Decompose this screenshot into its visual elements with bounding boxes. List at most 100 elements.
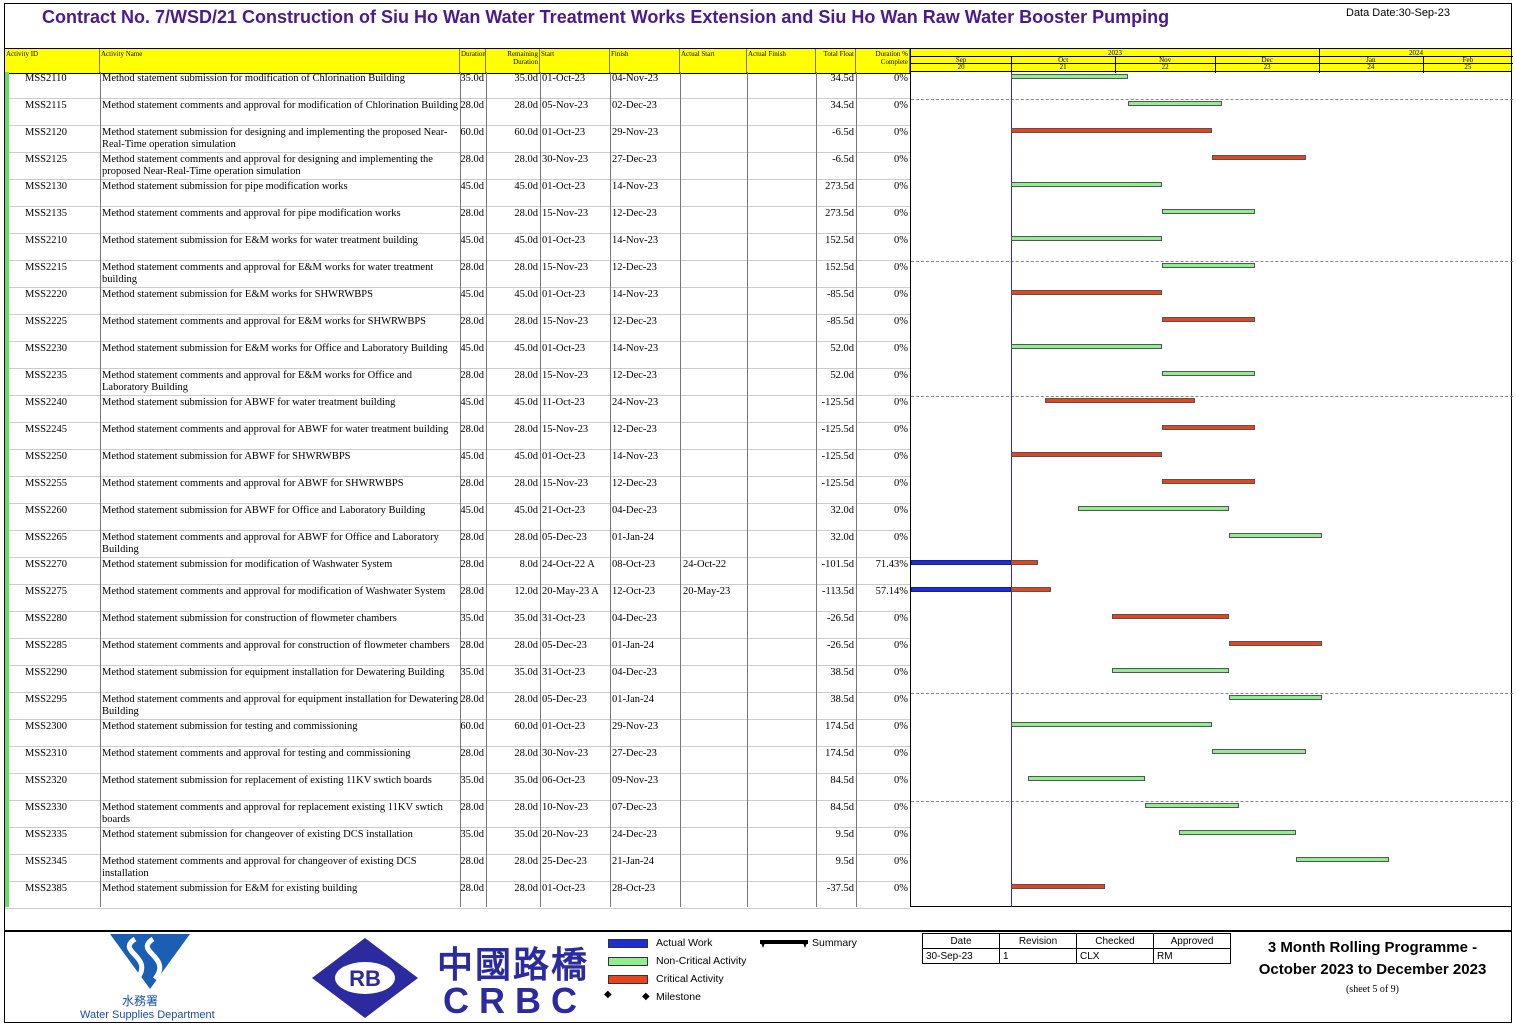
- non-critical-activity-bar[interactable]: [1111, 668, 1229, 673]
- non-critical-activity-bar[interactable]: [1161, 263, 1256, 268]
- non-critical-activity-bar[interactable]: [1178, 830, 1296, 835]
- critical-activity-bar[interactable]: [1011, 128, 1212, 133]
- cell-id: MSS2290: [25, 667, 68, 678]
- table-row[interactable]: MSS2295 Method statement comments and app…: [5, 693, 910, 720]
- table-row[interactable]: MSS2385 Method statement submission for E…: [5, 882, 910, 909]
- table-row[interactable]: MSS2310 Method statement comments and app…: [5, 747, 910, 774]
- critical-activity-bar[interactable]: [1044, 398, 1196, 403]
- non-critical-activity-bar[interactable]: [1078, 506, 1229, 511]
- cell-id: MSS2345: [25, 856, 68, 867]
- cell-pct: 0%: [894, 667, 908, 678]
- table-row[interactable]: MSS2330 Method statement comments and app…: [5, 801, 910, 828]
- critical-activity-bar[interactable]: [1011, 290, 1162, 295]
- table-row[interactable]: MSS2215 Method statement comments and app…: [5, 261, 910, 288]
- cell-afinish: [747, 315, 816, 342]
- table-row[interactable]: MSS2125 Method statement comments and app…: [5, 153, 910, 180]
- cell-astart: [680, 504, 747, 531]
- cell-rem: 45.0d: [514, 181, 538, 192]
- table-row[interactable]: MSS2300 Method statement submission for t…: [5, 720, 910, 747]
- non-critical-activity-bar[interactable]: [1212, 749, 1306, 754]
- critical-activity-bar[interactable]: [1011, 452, 1162, 457]
- actual-work-bar[interactable]: [911, 560, 1011, 565]
- cell-finish: 04-Dec-23: [612, 667, 657, 678]
- group-separator: [911, 801, 1513, 802]
- critical-activity-bar[interactable]: [1161, 425, 1256, 430]
- critical-activity-bar[interactable]: [1011, 884, 1105, 889]
- critical-activity-bar[interactable]: [1011, 587, 1052, 592]
- table-row[interactable]: MSS2235 Method statement comments and app…: [5, 369, 910, 396]
- table-row[interactable]: MSS2275 Method statement comments and app…: [5, 585, 910, 612]
- table-row[interactable]: MSS2220 Method statement submission for E…: [5, 288, 910, 315]
- cell-pct: 0%: [894, 883, 908, 894]
- critical-activity-bar[interactable]: [1212, 155, 1306, 160]
- table-row[interactable]: MSS2320 Method statement submission for r…: [5, 774, 910, 801]
- cell-dur: 28.0d: [460, 478, 484, 489]
- cell-astart: [680, 396, 747, 423]
- cell-afinish: [747, 801, 816, 828]
- table-row[interactable]: MSS2260 Method statement submission for A…: [5, 504, 910, 531]
- cell-start: 10-Nov-23: [542, 802, 589, 813]
- table-row[interactable]: MSS2290 Method statement submission for e…: [5, 666, 910, 693]
- non-critical-activity-bar[interactable]: [1011, 236, 1162, 241]
- cell-id: MSS2255: [25, 478, 68, 489]
- cell-id: MSS2120: [25, 127, 68, 138]
- table-row[interactable]: MSS2120 Method statement submission for d…: [5, 126, 910, 153]
- cell-name: Method statement comments and approval f…: [102, 802, 443, 825]
- non-critical-activity-bar[interactable]: [1228, 533, 1323, 538]
- cell-rem: 45.0d: [514, 397, 538, 408]
- non-critical-activity-bar[interactable]: [1161, 371, 1256, 376]
- revision-value-row: 30-Sep-23 1 CLX RM: [922, 948, 1231, 964]
- table-row[interactable]: MSS2255 Method statement comments and app…: [5, 477, 910, 504]
- table-row[interactable]: MSS2345 Method statement comments and app…: [5, 855, 910, 882]
- table-row[interactable]: MSS2225 Method statement comments and app…: [5, 315, 910, 342]
- table-row[interactable]: MSS2285 Method statement comments and app…: [5, 639, 910, 666]
- cell-finish: 12-Dec-23: [612, 478, 657, 489]
- non-critical-activity-bar[interactable]: [1161, 209, 1256, 214]
- cell-start: 05-Dec-23: [542, 694, 587, 705]
- gantt-chart: [910, 72, 1513, 907]
- non-critical-activity-bar[interactable]: [1228, 695, 1323, 700]
- table-row[interactable]: MSS2130 Method statement submission for p…: [5, 180, 910, 207]
- non-critical-activity-bar[interactable]: [1011, 722, 1212, 727]
- critical-activity-bar[interactable]: [1161, 479, 1256, 484]
- cell-afinish: [747, 720, 816, 747]
- table-row[interactable]: MSS2135 Method statement comments and app…: [5, 207, 910, 234]
- actual-work-bar[interactable]: [911, 587, 1011, 592]
- cell-id: MSS2250: [25, 451, 68, 462]
- table-row[interactable]: MSS2115 Method statement comments and app…: [5, 99, 910, 126]
- non-critical-activity-bar[interactable]: [1145, 803, 1239, 808]
- table-row[interactable]: MSS2250 Method statement submission for A…: [5, 450, 910, 477]
- cell-afinish: [747, 369, 816, 396]
- table-row[interactable]: MSS2245 Method statement comments and app…: [5, 423, 910, 450]
- table-row[interactable]: MSS2265 Method statement comments and app…: [5, 531, 910, 558]
- cell-pct: 0%: [894, 829, 908, 840]
- critical-activity-bar[interactable]: [1111, 614, 1229, 619]
- non-critical-activity-bar[interactable]: [1028, 776, 1146, 781]
- table-row[interactable]: MSS2280 Method statement submission for c…: [5, 612, 910, 639]
- table-row[interactable]: MSS2270 Method statement submission for m…: [5, 558, 910, 585]
- cell-dur: 28.0d: [460, 856, 484, 867]
- cell-id: MSS2135: [25, 208, 68, 219]
- table-row[interactable]: MSS2210 Method statement submission for E…: [5, 234, 910, 261]
- table-row[interactable]: MSS2110 Method statement submission for m…: [5, 72, 910, 99]
- cell-dur: 45.0d: [460, 343, 484, 354]
- table-row[interactable]: MSS2240 Method statement submission for A…: [5, 396, 910, 423]
- non-critical-activity-bar[interactable]: [1128, 101, 1223, 106]
- critical-activity-bar[interactable]: [1011, 560, 1039, 565]
- table-row[interactable]: MSS2335 Method statement submission for c…: [5, 828, 910, 855]
- cell-id: MSS2115: [25, 100, 67, 111]
- summary-bar-icon: [760, 940, 808, 948]
- non-critical-activity-bar[interactable]: [1011, 74, 1129, 79]
- cell-afinish: [747, 558, 816, 585]
- critical-activity-bar[interactable]: [1228, 641, 1323, 646]
- non-critical-activity-bar[interactable]: [1011, 344, 1162, 349]
- cell-finish: 04-Nov-23: [612, 73, 659, 84]
- cell-dur: 35.0d: [460, 73, 484, 84]
- non-critical-activity-bar[interactable]: [1295, 857, 1390, 862]
- cell-pct: 57.14%: [875, 586, 908, 597]
- cell-astart: [680, 828, 747, 855]
- cell-float: -85.5d: [826, 316, 854, 327]
- table-row[interactable]: MSS2230 Method statement submission for E…: [5, 342, 910, 369]
- critical-activity-bar[interactable]: [1161, 317, 1256, 322]
- non-critical-activity-bar[interactable]: [1011, 182, 1162, 187]
